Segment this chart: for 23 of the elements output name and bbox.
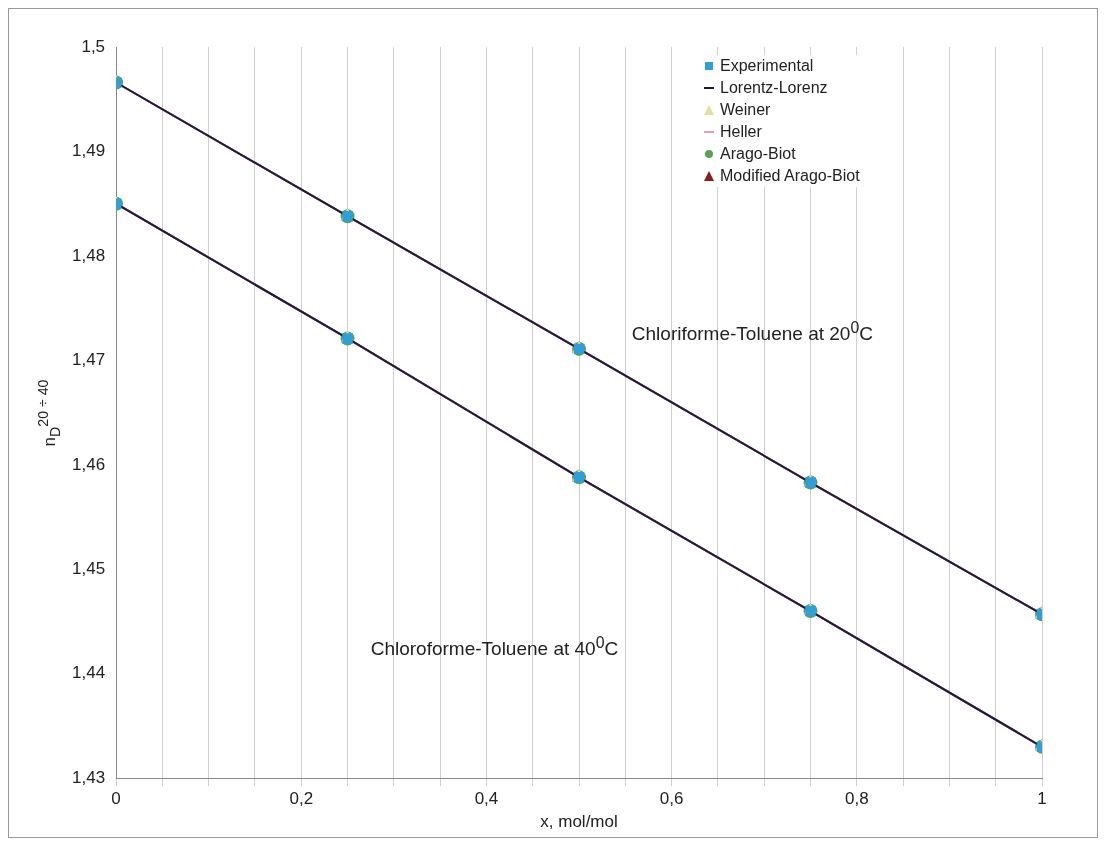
x-tick-label: 0,6 — [659, 789, 684, 809]
annotation: Chloroforme-Toluene at 40$^{0}$C — [370, 633, 619, 660]
y-tick-label: 1,47 — [71, 350, 106, 370]
annotation: Chloriforme-Toluene at 20$^{0}$C — [631, 318, 873, 346]
x-tick-label: 1 — [1037, 789, 1047, 809]
legend-label: Weiner — [720, 100, 771, 120]
y-tick-label: 1,44 — [71, 663, 106, 683]
x-axis-title: x, mol/mol — [540, 812, 618, 832]
x-tick-label: 0,2 — [289, 789, 314, 809]
y-tick-label: 1,43 — [71, 767, 106, 787]
legend-label: Heller — [720, 122, 762, 142]
y-tick-label: 1,48 — [71, 245, 106, 265]
y-tick-label: 1,45 — [71, 558, 106, 578]
legend-label: Lorentz-Lorenz — [720, 78, 828, 98]
legend-label: Experimental — [720, 56, 814, 76]
legend-label: Modified Arago-Biot — [720, 166, 860, 186]
x-tick-label: 0,8 — [845, 789, 869, 809]
y-tick-label: 1,5 — [81, 36, 106, 56]
legend-label: Arago-Biot — [720, 144, 796, 164]
x-tick-label: 0,4 — [474, 789, 499, 809]
y-tick-label: 1,49 — [71, 141, 106, 161]
x-tick-label: 0 — [111, 789, 121, 809]
y-tick-label: 1,46 — [71, 454, 106, 474]
